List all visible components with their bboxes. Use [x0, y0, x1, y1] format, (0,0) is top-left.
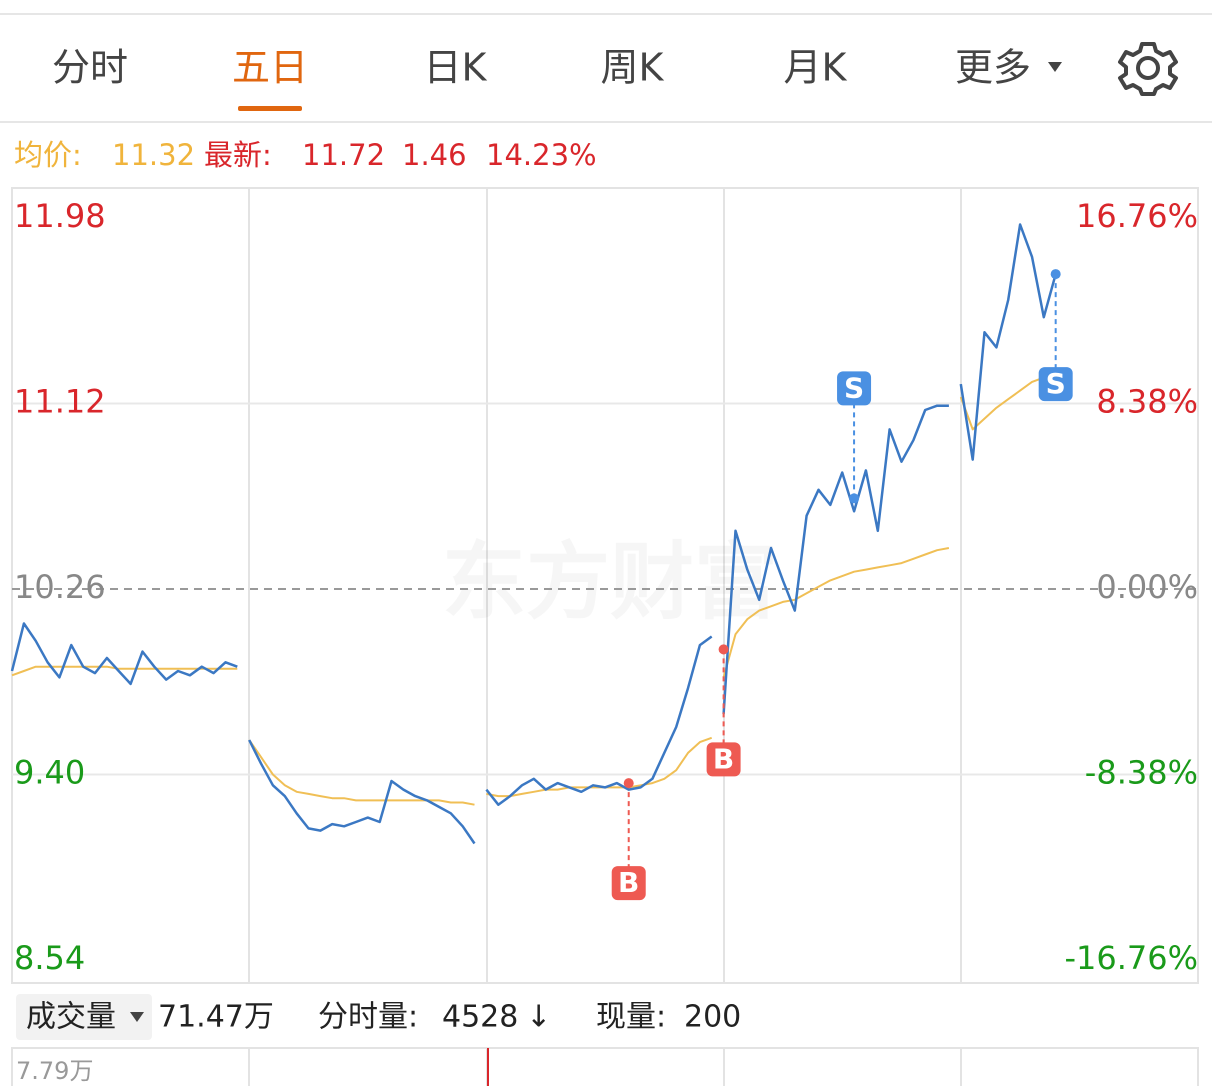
y2-tick-label: -16.76%	[1064, 939, 1198, 977]
y-tick-label: 11.98	[14, 197, 106, 235]
day-dividers	[248, 188, 962, 983]
trade-label: S	[1046, 367, 1066, 400]
trade-label: S	[844, 371, 864, 404]
avg-label: 均价:	[14, 138, 82, 172]
minute-volume-arrow: ↓	[526, 1000, 551, 1035]
minute-volume-value: 4528	[442, 1000, 518, 1035]
plot: 11.98 11.12 10.26 9.40 8.54 16.76% 8.38% 0.00% -…	[10, 197, 1198, 977]
trade-label: B	[618, 866, 639, 899]
trade-badge	[837, 371, 872, 406]
trade-point	[1050, 269, 1061, 280]
minute-volume-label: 分时量:	[318, 1000, 418, 1035]
trade-badge	[706, 742, 741, 777]
y-tick-label: 9.40	[14, 754, 85, 792]
trade-point	[718, 644, 729, 655]
y-tick-label: 8.54	[14, 939, 85, 977]
tab-underline	[238, 106, 302, 111]
volume-selector-bg[interactable]	[16, 994, 152, 1040]
trade-point	[623, 778, 634, 789]
change-pct: 14.23%	[486, 138, 597, 172]
volume-total: 71.47万	[158, 1000, 274, 1035]
tab[interactable]: 分时	[52, 46, 128, 90]
tab[interactable]: 周K	[601, 46, 665, 90]
y2-tick-label: 0.00%	[1096, 568, 1198, 606]
now-volume-value: 200	[684, 1000, 741, 1035]
trade-point	[849, 493, 860, 504]
change: 1.46	[402, 138, 467, 172]
tab[interactable]: 日K	[424, 46, 488, 90]
y2-tick-label: -8.38%	[1085, 754, 1198, 792]
volume-selector[interactable]: 成交量	[26, 1000, 116, 1035]
now-volume-label: 现量:	[596, 1000, 666, 1035]
watermark: 东方财富	[442, 533, 778, 631]
tab-bar: 分时 五日 日K 周K 月K 更多	[52, 46, 1031, 111]
settings-icon[interactable]	[1118, 42, 1178, 96]
avg-value: 11.32	[112, 138, 195, 172]
trade-label: B	[713, 742, 734, 775]
tab[interactable]: 更多	[955, 46, 1031, 90]
price-line	[10, 223, 1057, 845]
volume-frame	[11, 1047, 1199, 1089]
y2-tick-label: 16.76%	[1076, 197, 1198, 235]
volume-dividers	[248, 1048, 962, 1086]
latest-value: 11.72	[302, 138, 385, 172]
y2-tick-label: 8.38%	[1096, 383, 1198, 421]
latest-label: 最新:	[204, 138, 272, 172]
trade-badge	[611, 866, 646, 901]
selector-arrow	[130, 1012, 144, 1022]
y-tick-label: 10.26	[14, 568, 106, 606]
trade-badge	[1038, 367, 1073, 402]
y-tick-label: 11.12	[14, 383, 106, 421]
volume-axis-max: 7.79万	[16, 1057, 93, 1085]
tab[interactable]: 五日	[232, 46, 308, 90]
chart-frame	[11, 187, 1199, 984]
tab[interactable]: 月K	[784, 46, 848, 90]
dropdown-arrow	[1048, 62, 1062, 72]
